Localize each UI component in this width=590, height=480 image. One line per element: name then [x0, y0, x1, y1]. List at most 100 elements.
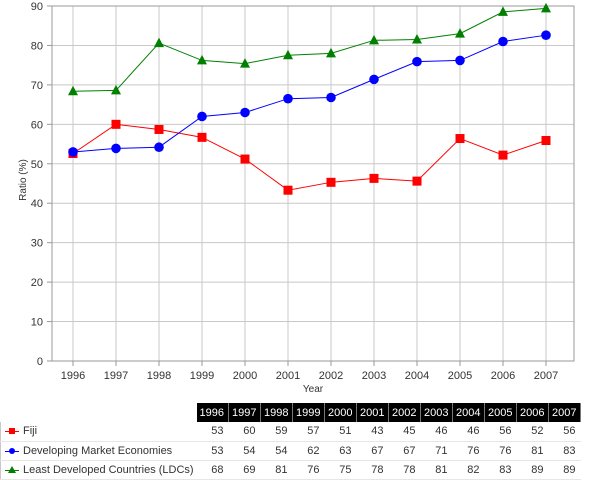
table-cell: 69 — [228, 460, 261, 480]
table-cell: 56 — [548, 422, 581, 442]
data-table: 1996 1997 1998 1999 2000 2001 2002 2003 2004 2005… — [0, 403, 581, 480]
data-point — [369, 74, 379, 85]
series-line — [72, 34, 547, 153]
x-tick-label: 2001 — [276, 370, 300, 382]
table-year-header: 1997 — [228, 403, 261, 422]
series-layer — [68, 2, 551, 195]
table-cell: 71 — [420, 441, 453, 461]
data-point — [541, 30, 551, 40]
table-year-header: 1998 — [260, 403, 293, 422]
table-corner — [0, 403, 197, 422]
data-point — [283, 93, 293, 104]
table-cell: 89 — [516, 460, 549, 480]
data-point — [498, 150, 508, 160]
x-tick-label: 1996 — [61, 370, 85, 382]
data-point — [154, 124, 164, 134]
legend-marker-icon — [5, 447, 19, 455]
table-cell: 75 — [324, 460, 357, 480]
table-row: Developing Market Economies 53 54 54 62 63 67 6… — [0, 441, 581, 461]
table-year-header: 2007 — [548, 403, 581, 422]
line-chart: 0 10 20 30 40 50 60 70 80 90 1996 1997 1998 1999 2000… — [18, 1, 575, 395]
series-line — [72, 7, 547, 92]
data-point — [111, 84, 121, 95]
table-cell: 67 — [356, 441, 389, 461]
table-cell: 68 — [196, 460, 229, 480]
table-cell: 51 — [324, 422, 357, 442]
table-year-header: 2001 — [356, 403, 389, 422]
table-cell: 82 — [452, 460, 485, 480]
legend-entry: Developing Market Economies — [0, 441, 197, 461]
y-tick-label: 30 — [31, 238, 43, 250]
y-tick-label: 20 — [31, 277, 43, 289]
plot-frame — [51, 5, 575, 362]
table-cell: 89 — [548, 460, 581, 480]
table-cell: 54 — [228, 441, 261, 461]
legend-entry: Fiji — [0, 422, 197, 442]
legend-marker-icon — [5, 427, 19, 435]
x-tick-label: 2004 — [405, 370, 429, 382]
table-cell: 78 — [356, 460, 389, 480]
data-point — [68, 85, 78, 96]
y-tick-label: 0 — [37, 356, 43, 368]
table-cell: 81 — [516, 441, 549, 461]
data-point — [412, 56, 422, 67]
data-point — [283, 49, 293, 60]
data-point — [498, 6, 508, 16]
y-axis-ticks: 0 10 20 30 40 50 60 70 80 90 — [31, 1, 52, 368]
table-year-header: 2005 — [484, 403, 517, 422]
table-year-header: 2003 — [420, 403, 453, 422]
series-line — [72, 123, 547, 191]
x-tick-label: 2005 — [448, 370, 472, 382]
data-point — [326, 47, 336, 58]
data-point — [154, 37, 164, 48]
data-point — [68, 147, 78, 157]
y-tick-label: 10 — [31, 317, 43, 329]
table-cell: 43 — [356, 422, 389, 442]
table-cell: 78 — [388, 460, 421, 480]
data-point — [197, 132, 207, 142]
table-cell: 76 — [484, 441, 517, 461]
table-cell: 83 — [484, 460, 517, 480]
table-year-header: 2002 — [388, 403, 421, 422]
x-axis-title: Year — [303, 384, 324, 395]
y-tick-label: 40 — [31, 198, 43, 210]
data-point — [111, 119, 121, 129]
data-point — [498, 36, 508, 47]
table-cell: 46 — [420, 422, 453, 442]
legend-label: Least Developed Countries (LDCs) — [23, 463, 194, 476]
table-cell: 45 — [388, 422, 421, 442]
series-0 — [68, 119, 551, 195]
data-point — [283, 185, 293, 195]
x-tick-label: 2000 — [233, 370, 257, 382]
table-row: Fiji 53 60 59 57 51 43 45 46 46 56 52 56 — [0, 422, 581, 442]
data-point — [412, 34, 422, 44]
data-point — [240, 107, 250, 118]
table-cell: 81 — [420, 460, 453, 480]
data-point — [455, 55, 465, 66]
legend-label: Developing Market Economies — [23, 444, 173, 457]
data-point — [455, 28, 465, 38]
data-point — [197, 54, 207, 65]
table-cell: 67 — [388, 441, 421, 461]
data-point — [369, 34, 379, 45]
y-tick-label: 70 — [31, 80, 43, 92]
data-point — [541, 2, 551, 13]
data-point — [197, 111, 207, 122]
table-cell: 57 — [292, 422, 325, 442]
x-tick-label: 1998 — [147, 370, 171, 382]
data-point — [154, 142, 164, 153]
x-tick-label: 1997 — [104, 370, 128, 382]
data-point — [326, 177, 336, 187]
table-cell: 63 — [324, 441, 357, 461]
y-tick-label: 50 — [31, 159, 43, 171]
table-year-header: 2004 — [452, 403, 485, 422]
table-cell: 52 — [516, 422, 549, 442]
x-tick-label: 2007 — [534, 370, 558, 382]
table-cell: 54 — [260, 441, 293, 461]
legend-entry: Least Developed Countries (LDCs) — [0, 460, 197, 480]
table-row: Least Developed Countries (LDCs) 68 69 81 76… — [0, 460, 581, 480]
data-point — [111, 143, 121, 154]
x-tick-label: 2003 — [362, 370, 386, 382]
series-2 — [68, 2, 551, 96]
data-point — [455, 134, 465, 144]
